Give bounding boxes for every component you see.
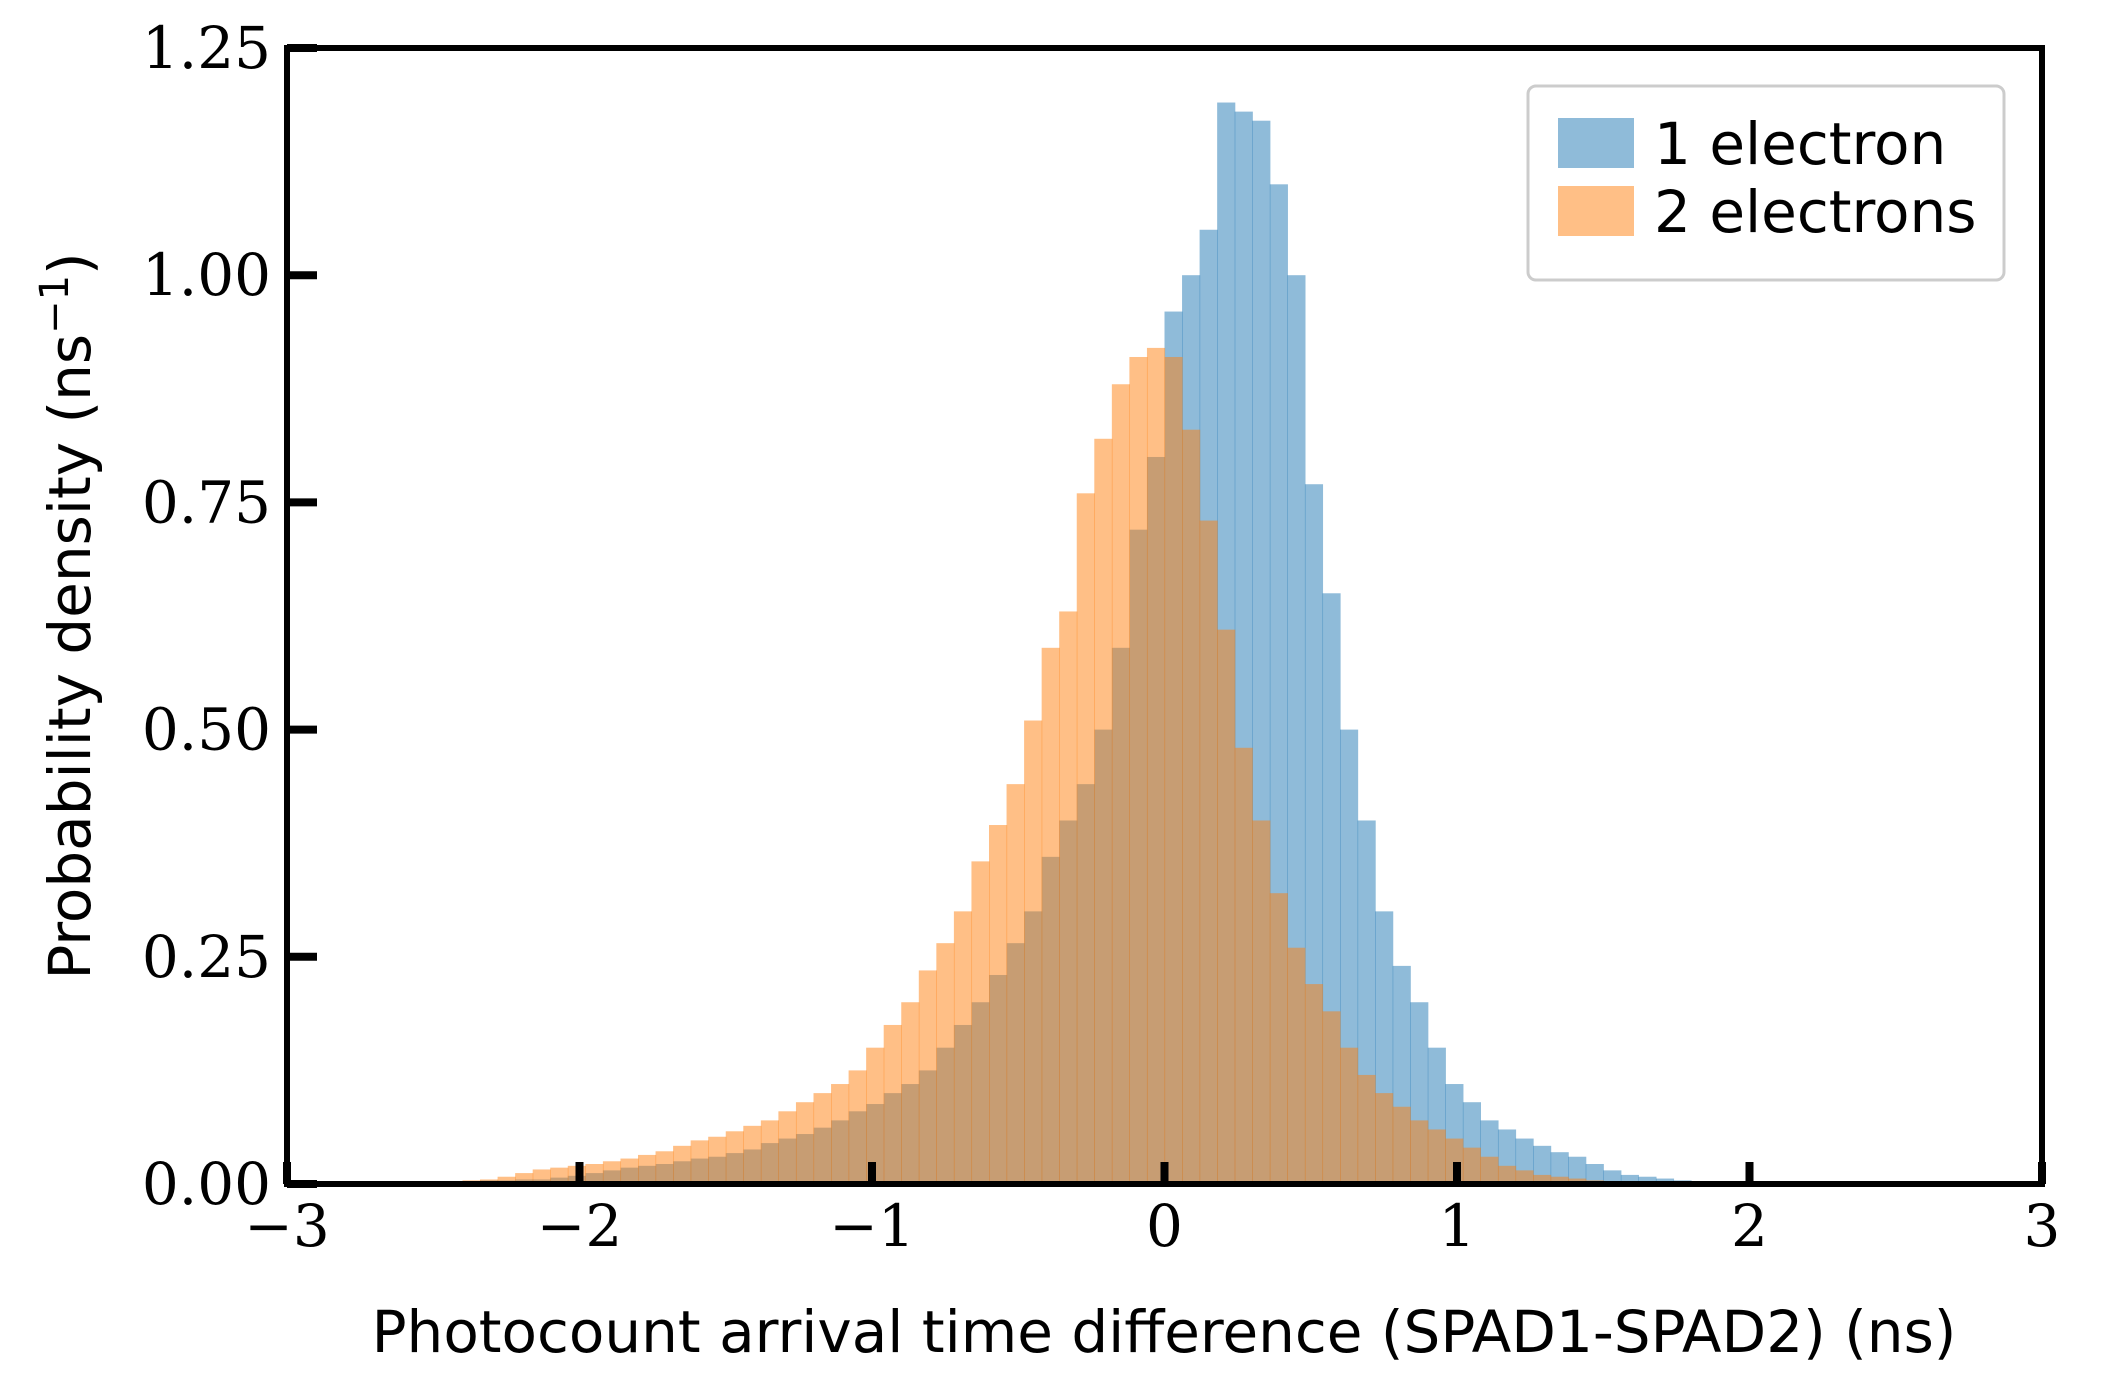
histogram-bar	[1550, 1152, 1569, 1184]
histogram-bar	[795, 1102, 815, 1184]
histogram-bar	[1006, 784, 1025, 1184]
histogram-bar	[1059, 611, 1078, 1184]
histogram-bar	[989, 825, 1008, 1184]
histogram-bar	[813, 1093, 832, 1184]
histogram-bar	[866, 1047, 885, 1184]
histogram-bar	[1497, 1165, 1517, 1184]
histogram-bar	[1182, 429, 1201, 1184]
histogram-bar	[690, 1140, 709, 1184]
x-tick-label: −1	[829, 1192, 915, 1260]
histogram-bar	[1515, 1170, 1534, 1184]
histogram-bar	[953, 911, 973, 1184]
x-tick-label: −3	[244, 1192, 330, 1260]
histogram-bar	[708, 1136, 727, 1184]
legend-label-1-electron: 1 electron	[1654, 110, 1946, 178]
x-tick-label: 1	[1439, 1192, 1476, 1260]
histogram-bar	[655, 1151, 674, 1184]
histogram-bar	[1041, 647, 1060, 1184]
histogram-bar	[1375, 1093, 1394, 1184]
histogram-bar	[831, 1084, 850, 1184]
histogram-bar	[673, 1145, 692, 1184]
y-tick-label: 0.50	[142, 696, 271, 764]
histogram-bar	[1304, 984, 1324, 1184]
y-tick-label: 0.25	[142, 923, 271, 991]
plot-frame	[284, 45, 2045, 1187]
histogram-bar	[1146, 347, 1166, 1184]
y-tick-label: 0.00	[142, 1150, 271, 1218]
histogram-bar	[1550, 1176, 1569, 1184]
histogram-bar	[1462, 1147, 1481, 1184]
y-axis-label-main: Probability density (ns	[36, 334, 104, 980]
y-tick-label: 1.25	[142, 14, 271, 82]
y-tick-label: 1.00	[142, 241, 271, 309]
y-axis-label: Probability density (ns−1)	[32, 252, 104, 979]
histogram-bar	[585, 1164, 604, 1184]
histogram-bar	[1480, 1156, 1499, 1184]
tick-labels-layer: −3 −2 −1 0 1 2 3 0.00 0.25 0.50 0.75 1.00 1.25	[142, 14, 2061, 1260]
histogram-bar	[1024, 720, 1043, 1184]
histogram-bar	[725, 1131, 744, 1184]
legend: 1 electron 2 electrons	[1526, 84, 2006, 282]
histogram-bar	[1217, 629, 1236, 1184]
x-axis-label: Photocount arrival time difference (SPAD…	[372, 1298, 1957, 1366]
histogram-bar	[1603, 1170, 1622, 1184]
histogram-bar	[918, 970, 937, 1184]
histogram-bar	[638, 1154, 657, 1184]
histogram-bar	[1199, 520, 1218, 1184]
y-axis-label-close: )	[36, 252, 104, 275]
histogram-bar	[971, 861, 990, 1184]
histogram-bar	[602, 1161, 622, 1184]
histogram-bar	[1568, 1156, 1587, 1184]
histogram-bar	[1533, 1174, 1552, 1184]
histogram-bar	[1129, 356, 1148, 1184]
histogram-bar	[883, 1024, 902, 1184]
histogram-bar	[1269, 893, 1288, 1184]
histogram-bar	[1410, 1120, 1429, 1184]
histogram-bar	[1427, 1129, 1446, 1184]
x-tick-label: 0	[1146, 1192, 1183, 1260]
histogram-bar	[1357, 1074, 1376, 1184]
histogram-bar	[1638, 1176, 1657, 1184]
x-tick-label: 2	[1731, 1192, 1768, 1260]
series-2	[392, 347, 1692, 1185]
histogram-bar	[1164, 356, 1183, 1184]
histogram-bar	[1392, 1106, 1411, 1184]
histogram-bar	[1076, 493, 1095, 1184]
legend-swatch-1-electron	[1558, 118, 1634, 168]
histogram-bar	[1585, 1164, 1604, 1184]
histogram-bar	[760, 1120, 779, 1184]
bars-layer	[374, 102, 1762, 1185]
histogram-bar	[1620, 1174, 1639, 1184]
histogram-bar	[497, 1176, 516, 1184]
histogram-bar	[1533, 1145, 1552, 1184]
legend-frame	[1526, 84, 2006, 282]
histogram-bar	[532, 1169, 551, 1184]
legend-swatch-2-electrons	[1558, 186, 1634, 236]
y-tick-label: 0.75	[142, 468, 271, 536]
histogram-bar	[1252, 820, 1271, 1184]
y-axis-label-superscript: −1	[32, 275, 78, 334]
histogram-bar	[1234, 747, 1253, 1184]
histogram-bar	[550, 1167, 569, 1184]
x-tick-label: 3	[2024, 1192, 2061, 1260]
histogram-bar	[1340, 1047, 1359, 1184]
legend-label-2-electrons: 2 electrons	[1654, 178, 1976, 246]
histogram-bar	[1322, 1011, 1341, 1184]
histogram-bar	[936, 943, 955, 1184]
histogram-bar	[1094, 438, 1113, 1184]
histogram-bar	[743, 1125, 762, 1184]
histogram-bar	[778, 1111, 797, 1184]
histogram-bar	[620, 1158, 639, 1184]
histogram-bar	[901, 1002, 920, 1184]
histogram-bar	[848, 1070, 867, 1184]
x-tick-label: −2	[537, 1192, 623, 1260]
histogram-bar	[515, 1173, 534, 1184]
histogram-bar	[1287, 947, 1306, 1184]
histogram-bar	[1111, 384, 1130, 1185]
